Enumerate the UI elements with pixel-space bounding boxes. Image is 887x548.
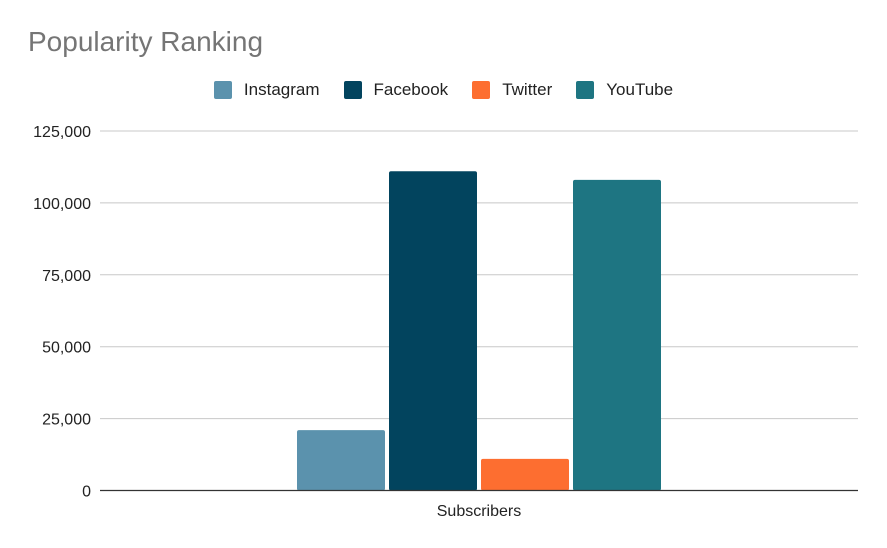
y-tick-label: 0 xyxy=(82,484,91,501)
legend-label: Facebook xyxy=(373,80,449,99)
y-tick-label: 50,000 xyxy=(42,340,91,357)
legend-label: YouTube xyxy=(606,80,674,99)
legend-swatch xyxy=(213,81,232,99)
bar-youtube xyxy=(573,179,661,491)
y-tick-label: 25,000 xyxy=(42,412,91,429)
legend-label: Twitter xyxy=(502,80,553,99)
legend-item[interactable]: Facebook xyxy=(343,80,449,100)
legend-item[interactable]: Instagram xyxy=(213,80,320,100)
legend-item[interactable]: Twitter xyxy=(472,80,552,100)
y-tick-label: 125,000 xyxy=(33,124,91,141)
legend-swatch xyxy=(576,81,595,99)
legend-swatch xyxy=(343,81,362,99)
bar-facebook xyxy=(389,171,477,491)
bar-twitter xyxy=(481,458,569,491)
legend: Instagram Facebook Twitter YouTube xyxy=(0,80,887,100)
legend-item[interactable]: YouTube xyxy=(576,80,673,100)
bar-instagram xyxy=(297,430,385,491)
x-category-label: Subscribers xyxy=(437,503,521,520)
chart-title: Popularity Ranking xyxy=(28,26,264,57)
legend-swatch xyxy=(472,81,491,99)
y-tick-label: 75,000 xyxy=(42,268,91,285)
y-tick-label: 100,000 xyxy=(33,196,91,213)
legend-label: Instagram xyxy=(243,80,320,99)
